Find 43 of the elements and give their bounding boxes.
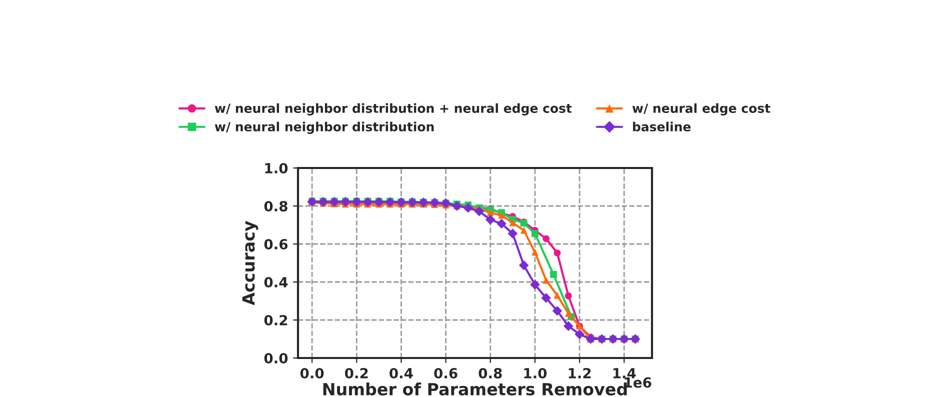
y-tick-label: 0.8 [264, 200, 288, 212]
legend-label: w/ neural edge cost [632, 103, 770, 116]
point [463, 202, 473, 213]
x-tick-label: 0.2 [344, 368, 368, 378]
point [542, 235, 550, 242]
point [542, 276, 550, 284]
y-tick-label: 0.4 [264, 276, 288, 288]
point [554, 292, 561, 299]
point [564, 310, 572, 317]
x-axis-title: Number of Parameters Removed [323, 382, 627, 396]
point [520, 226, 528, 234]
point [531, 230, 538, 238]
legend-label: w/ neural neighbor distribution [214, 122, 434, 134]
point [509, 219, 516, 226]
x-tick-label: 1.4 [613, 368, 636, 378]
point [554, 249, 561, 256]
y-tick-label: 0.6 [264, 238, 288, 250]
point [531, 248, 538, 256]
y-tick-label: 0.2 [264, 314, 288, 326]
y-tick-label: 0.0 [264, 352, 288, 364]
y-tick-label: 1.0 [265, 162, 288, 174]
y-axis-title: Accuracy [242, 220, 258, 306]
point [496, 218, 506, 229]
x-tick-label: 1.0 [524, 368, 547, 378]
text: 1e6 [624, 377, 652, 388]
point [541, 293, 552, 303]
point [552, 306, 562, 316]
x-tick-label: 0.4 [390, 368, 413, 378]
x-tick-label: 0.6 [434, 368, 458, 378]
legend-label: baseline [633, 122, 691, 132]
point [485, 214, 496, 225]
x-tick-label: 1.2 [568, 368, 591, 378]
point [574, 329, 584, 340]
legend-label: w/ neural neighbor distribution + neural edge cost [214, 103, 572, 116]
x-tick-label: 0.0 [300, 368, 324, 378]
point [518, 260, 529, 270]
point [474, 206, 484, 216]
point [530, 280, 540, 290]
x-tick-label: 0.8 [478, 368, 502, 378]
point [563, 321, 574, 331]
point [550, 270, 557, 278]
point [564, 292, 572, 300]
point [508, 228, 518, 238]
